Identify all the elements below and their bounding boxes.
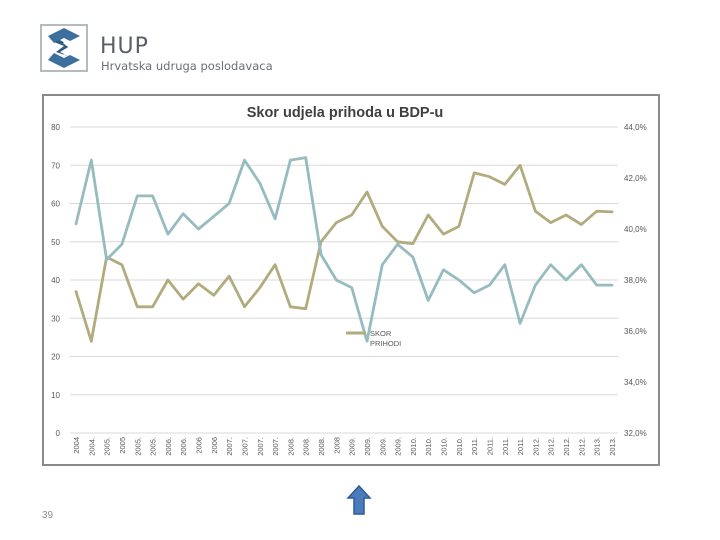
brand-name: HUP	[100, 34, 149, 59]
y-right-tick-label: 42,0%	[624, 174, 647, 183]
x-tick-label: 2011.	[516, 437, 525, 455]
x-tick-label: 2004.	[87, 437, 96, 456]
x-tick-label: 2008.	[286, 437, 295, 456]
x-tick-label: 2004	[72, 437, 81, 454]
x-tick-label: 2012.	[547, 437, 556, 456]
line-chart: Skor udjela prihoda u BDP-u 0 10 20 30 40 50 60…	[51, 105, 647, 456]
x-tick-label: 2006.	[164, 437, 173, 456]
x-tick-label: 2007.	[240, 437, 249, 456]
chart-frame: Skor udjela prihoda u BDP-u 0 10 20 30 40 50 60…	[42, 94, 660, 466]
x-tick-label: 2011.	[470, 437, 479, 455]
x-tick-label: 2009.	[348, 437, 357, 456]
x-tick-label: 2008.	[317, 437, 326, 456]
x-tick-label: 2007.	[225, 437, 234, 456]
y-left-tick-label: 60	[51, 200, 60, 209]
legend-label-prihodi: PRIHODI	[370, 339, 401, 348]
x-tick-label: 2010.	[409, 437, 418, 456]
chart-title: Skor udjela prihoda u BDP-u	[247, 105, 444, 121]
y-left-tick-label: 80	[51, 123, 60, 132]
series-line-prihodi	[74, 156, 614, 343]
x-tick-label: 2010.	[455, 437, 464, 456]
x-tick-label: 2011.	[485, 437, 494, 455]
x-tick-label: 2012.	[562, 437, 571, 456]
y-right-tick-label: 34,0%	[624, 378, 647, 387]
x-tick-label: 2005	[118, 437, 127, 454]
y-right-tick-label: 32,0%	[624, 429, 647, 438]
hup-logo-icon	[40, 24, 88, 72]
up-arrow-icon[interactable]	[346, 484, 372, 516]
x-tick-label: 2012.	[577, 437, 586, 456]
x-tick-label: 2013.	[593, 437, 602, 456]
y-left-tick-label: 50	[51, 238, 60, 247]
x-tick-label: 2006	[195, 437, 204, 454]
y-right-tick-label: 38,0%	[624, 276, 647, 285]
series-line-skor	[74, 163, 614, 343]
x-tick-label: 2007.	[271, 437, 280, 456]
x-tick-label: 2007.	[256, 437, 265, 456]
y-right-tick-label: 44,0%	[624, 123, 647, 132]
x-tick-label: 2010.	[424, 437, 433, 456]
y-left-tick-label: 30	[51, 314, 60, 323]
x-tick-label: 2013.	[608, 437, 617, 456]
x-tick-label: 2006.	[179, 437, 188, 456]
x-tick-label: 2008.	[302, 437, 311, 456]
y-right-tick-label: 36,0%	[624, 327, 647, 336]
x-tick-label: 2008	[332, 437, 341, 454]
x-tick-label: 2009.	[394, 437, 403, 456]
x-tick-label: 2006	[210, 437, 219, 454]
x-tick-label: 2005.	[103, 437, 112, 456]
x-tick-label: 2009.	[378, 437, 387, 456]
x-tick-label: 2005.	[133, 437, 142, 456]
y-left-tick-label: 40	[51, 276, 60, 285]
x-tick-label: 2009.	[363, 437, 372, 456]
y-left-tick-label: 20	[51, 353, 60, 362]
x-tick-label: 2005.	[149, 437, 158, 456]
x-tick-label: 2011.	[501, 437, 510, 455]
y-left-tick-label: 10	[51, 391, 60, 400]
brand-subtitle: Hrvatska udruga poslodavaca	[101, 59, 273, 73]
x-tick-label: 2012.	[531, 437, 540, 456]
legend-label-skor: SKOR	[370, 329, 392, 338]
x-tick-label: 2010.	[440, 437, 449, 456]
y-left-tick-label: 70	[51, 161, 60, 170]
y-left-tick-label: 0	[56, 429, 61, 438]
page-number: 39	[42, 510, 54, 521]
y-right-tick-label: 40,0%	[624, 225, 647, 234]
